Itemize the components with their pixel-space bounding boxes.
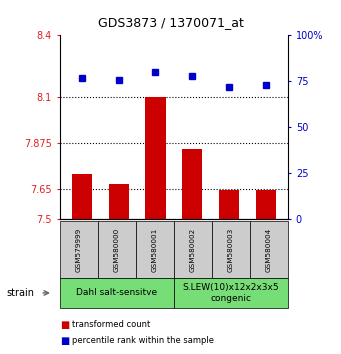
Bar <box>182 149 203 219</box>
Text: S.LEW(10)x12x2x3x5
congenic: S.LEW(10)x12x2x3x5 congenic <box>183 283 279 303</box>
Text: Dahl salt-sensitve: Dahl salt-sensitve <box>76 289 157 297</box>
Text: GSM580000: GSM580000 <box>114 228 120 272</box>
Bar <box>72 175 92 219</box>
Text: strain: strain <box>7 288 35 298</box>
Text: GDS3873 / 1370071_at: GDS3873 / 1370071_at <box>98 16 243 29</box>
Text: GSM580004: GSM580004 <box>266 228 272 272</box>
Text: ■: ■ <box>60 320 69 330</box>
Text: GSM580001: GSM580001 <box>152 228 158 272</box>
Text: percentile rank within the sample: percentile rank within the sample <box>72 336 213 345</box>
Text: ■: ■ <box>60 336 69 346</box>
Text: GSM579999: GSM579999 <box>76 228 82 272</box>
Bar <box>219 190 239 219</box>
Bar <box>256 190 276 219</box>
Bar <box>145 97 166 219</box>
Text: GSM580003: GSM580003 <box>228 228 234 272</box>
Text: GSM580002: GSM580002 <box>190 228 196 272</box>
Bar <box>108 184 129 219</box>
Text: transformed count: transformed count <box>72 320 150 330</box>
